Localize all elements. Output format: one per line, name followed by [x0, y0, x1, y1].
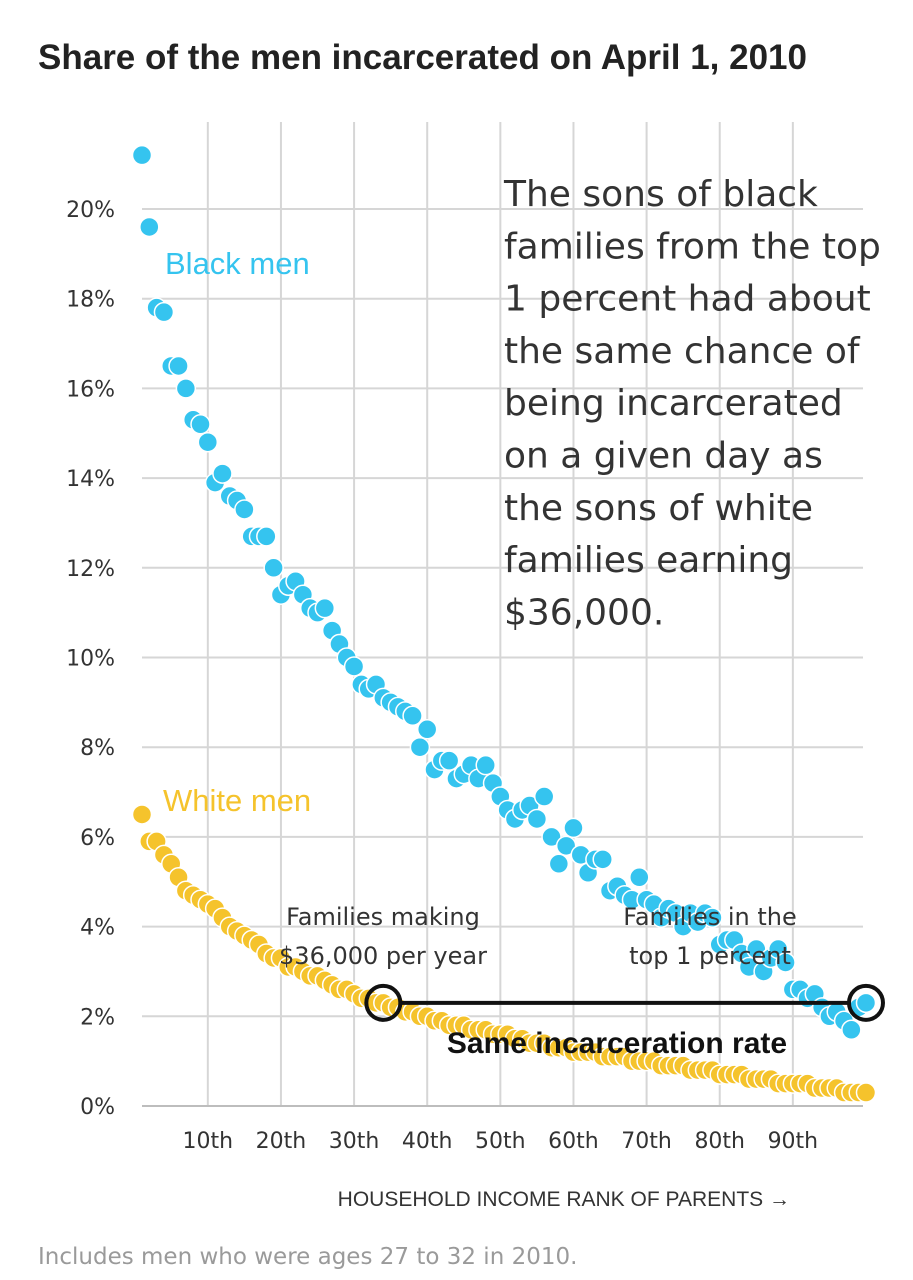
annotation-main-text-line: on a given day as: [504, 436, 823, 477]
y-tick-label: 20%: [66, 198, 115, 223]
families-top1-label: top 1 percent: [629, 942, 791, 970]
footnote: Includes men who were ages 27 to 32 in 2…: [38, 1244, 578, 1270]
x-tick-label: 50th: [475, 1129, 526, 1154]
data-point-black: [402, 705, 423, 727]
y-tick-label: 12%: [66, 557, 115, 582]
x-tick-label: 40th: [402, 1129, 453, 1154]
annotation-main-text-line: being incarcerated: [504, 383, 843, 424]
data-point-black: [343, 656, 365, 677]
y-tick-label: 0%: [80, 1095, 115, 1120]
y-tick-label: 10%: [66, 647, 115, 672]
annotation-main-text-line: the sons of white: [504, 488, 813, 529]
y-tick-label: 8%: [80, 736, 115, 761]
y-tick-label: 14%: [66, 467, 115, 492]
data-point-black: [131, 144, 153, 166]
data-point-black: [139, 216, 160, 238]
data-point-black: [533, 786, 555, 807]
data-point-black: [855, 992, 877, 1014]
data-point-black: [563, 817, 584, 839]
data-point-white: [855, 1082, 877, 1103]
data-point-black: [153, 301, 175, 323]
data-point-black: [168, 355, 189, 377]
x-axis-ticks: 10th 20th 30th 40th 50th 60th 70th 80th 90th: [183, 1129, 819, 1154]
highlight-circle-36k: [364, 983, 403, 1022]
y-tick-label: 2%: [80, 1005, 115, 1030]
data-point-black: [526, 808, 548, 830]
annotation-main-text-line: 1 percent had about: [504, 279, 871, 320]
data-point-black: [190, 414, 211, 435]
series-white-men: [131, 804, 877, 1103]
data-point-black: [263, 557, 284, 579]
data-point-black: [256, 526, 277, 547]
data-point-black: [592, 849, 613, 870]
chart-title: Share of the men incarcerated on April 1…: [38, 38, 807, 77]
annotation-main-text-line: $36,000.: [504, 592, 664, 633]
data-point-black: [775, 952, 796, 973]
annotations: The sons of black families from the top 1 …: [163, 174, 885, 1060]
annotation-main-text-line: The sons of black: [503, 174, 818, 215]
data-point-black: [841, 1019, 862, 1041]
x-tick-label: 90th: [768, 1129, 819, 1154]
data-point-black: [197, 431, 219, 453]
y-tick-label: 6%: [80, 826, 115, 851]
data-point-black: [541, 826, 562, 848]
y-tick-label: 16%: [66, 377, 115, 402]
black-men-label: Black men: [165, 246, 310, 281]
data-point-black: [409, 736, 431, 758]
families-top1-label: Families in the: [623, 903, 796, 931]
annotation-main-text-line: families earning: [504, 540, 793, 581]
x-tick-label: 60th: [548, 1129, 599, 1154]
y-axis-ticks: 0% 2% 4% 6% 8% 10% 12% 14% 16% 18% 20%: [66, 198, 115, 1120]
x-tick-label: 70th: [621, 1129, 672, 1154]
same-rate-label: Same incarceration rate: [447, 1027, 787, 1060]
data-point-black: [416, 719, 438, 740]
data-point-black: [629, 867, 650, 888]
data-point-black: [475, 754, 496, 776]
data-point-black: [234, 499, 255, 520]
x-tick-label: 80th: [694, 1129, 745, 1154]
data-point-black: [702, 907, 723, 928]
data-point-black: [438, 750, 460, 771]
data-point-black: [175, 378, 197, 399]
data-point-black: [746, 938, 767, 960]
data-point-black: [212, 463, 233, 484]
data-point-white: [131, 804, 153, 825]
white-men-label: White men: [163, 783, 311, 818]
highlight-circle-top1: [846, 983, 885, 1022]
grid: [142, 122, 863, 1107]
y-tick-label: 18%: [66, 288, 115, 313]
data-point-black: [548, 853, 570, 875]
x-axis-label: HOUSEHOLD INCOME RANK OF PARENTS →: [338, 1188, 790, 1211]
data-point-black: [555, 835, 577, 857]
annotation-main-text-line: the same chance of: [504, 331, 861, 372]
families-36k-label: $36,000 per year: [279, 942, 487, 970]
x-tick-label: 20th: [256, 1129, 307, 1154]
data-point-black: [314, 597, 336, 619]
annotation-main-text-line: families from the top: [504, 226, 881, 267]
y-tick-label: 4%: [80, 916, 115, 941]
families-36k-label: Families making: [286, 903, 480, 931]
x-tick-label: 10th: [183, 1129, 234, 1154]
series-black-men: [131, 144, 877, 1041]
x-tick-label: 30th: [329, 1129, 380, 1154]
